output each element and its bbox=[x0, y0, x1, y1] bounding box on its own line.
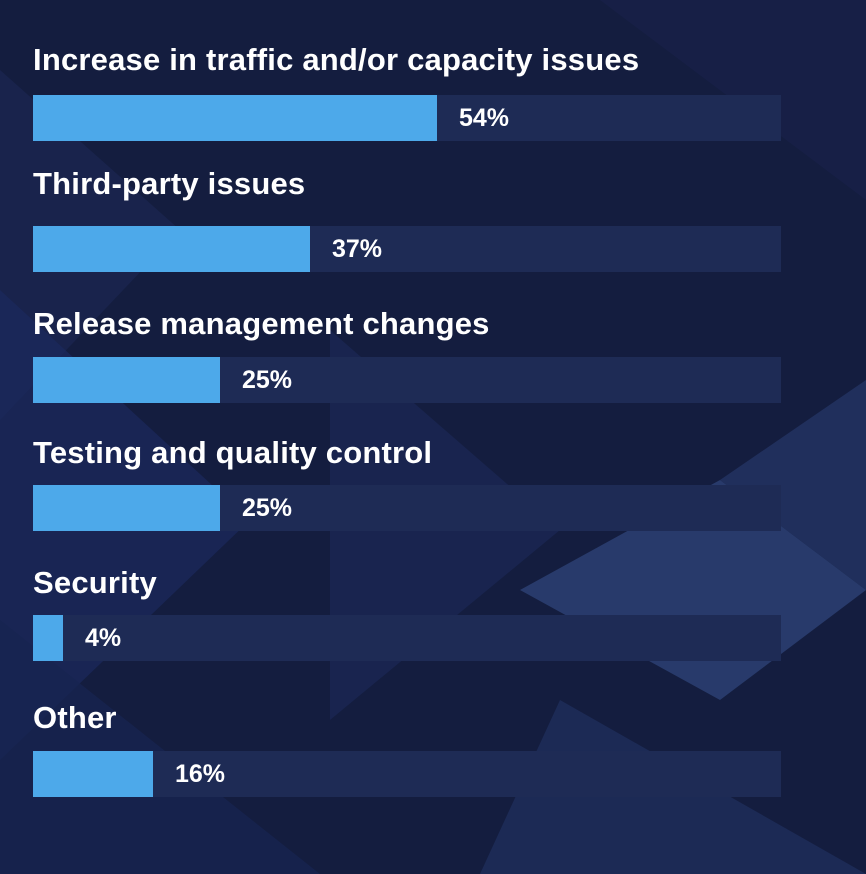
bar-track: 4% bbox=[33, 615, 781, 661]
category-label: Security bbox=[33, 565, 157, 600]
value-label: 54% bbox=[459, 104, 510, 132]
value-label: 16% bbox=[175, 760, 226, 788]
category-label: Increase in traffic and/or capacity issu… bbox=[33, 42, 640, 77]
bar bbox=[33, 357, 220, 403]
bar bbox=[33, 615, 63, 661]
category-label: Third-party issues bbox=[33, 166, 306, 201]
bar-track: 37% bbox=[33, 226, 781, 272]
category-label: Testing and quality control bbox=[33, 435, 433, 470]
bar-track: 25% bbox=[33, 357, 781, 403]
category-label: Other bbox=[33, 700, 117, 735]
bar bbox=[33, 226, 310, 272]
bar-track: 54% bbox=[33, 95, 781, 141]
bar bbox=[33, 95, 437, 141]
value-label: 25% bbox=[242, 494, 293, 522]
value-label: 4% bbox=[85, 624, 122, 652]
bar-track: 16% bbox=[33, 751, 781, 797]
value-label: 37% bbox=[332, 235, 383, 263]
bar bbox=[33, 751, 153, 797]
category-label: Release management changes bbox=[33, 306, 490, 341]
value-label: 25% bbox=[242, 366, 293, 394]
bar bbox=[33, 485, 220, 531]
bar-track: 25% bbox=[33, 485, 781, 531]
